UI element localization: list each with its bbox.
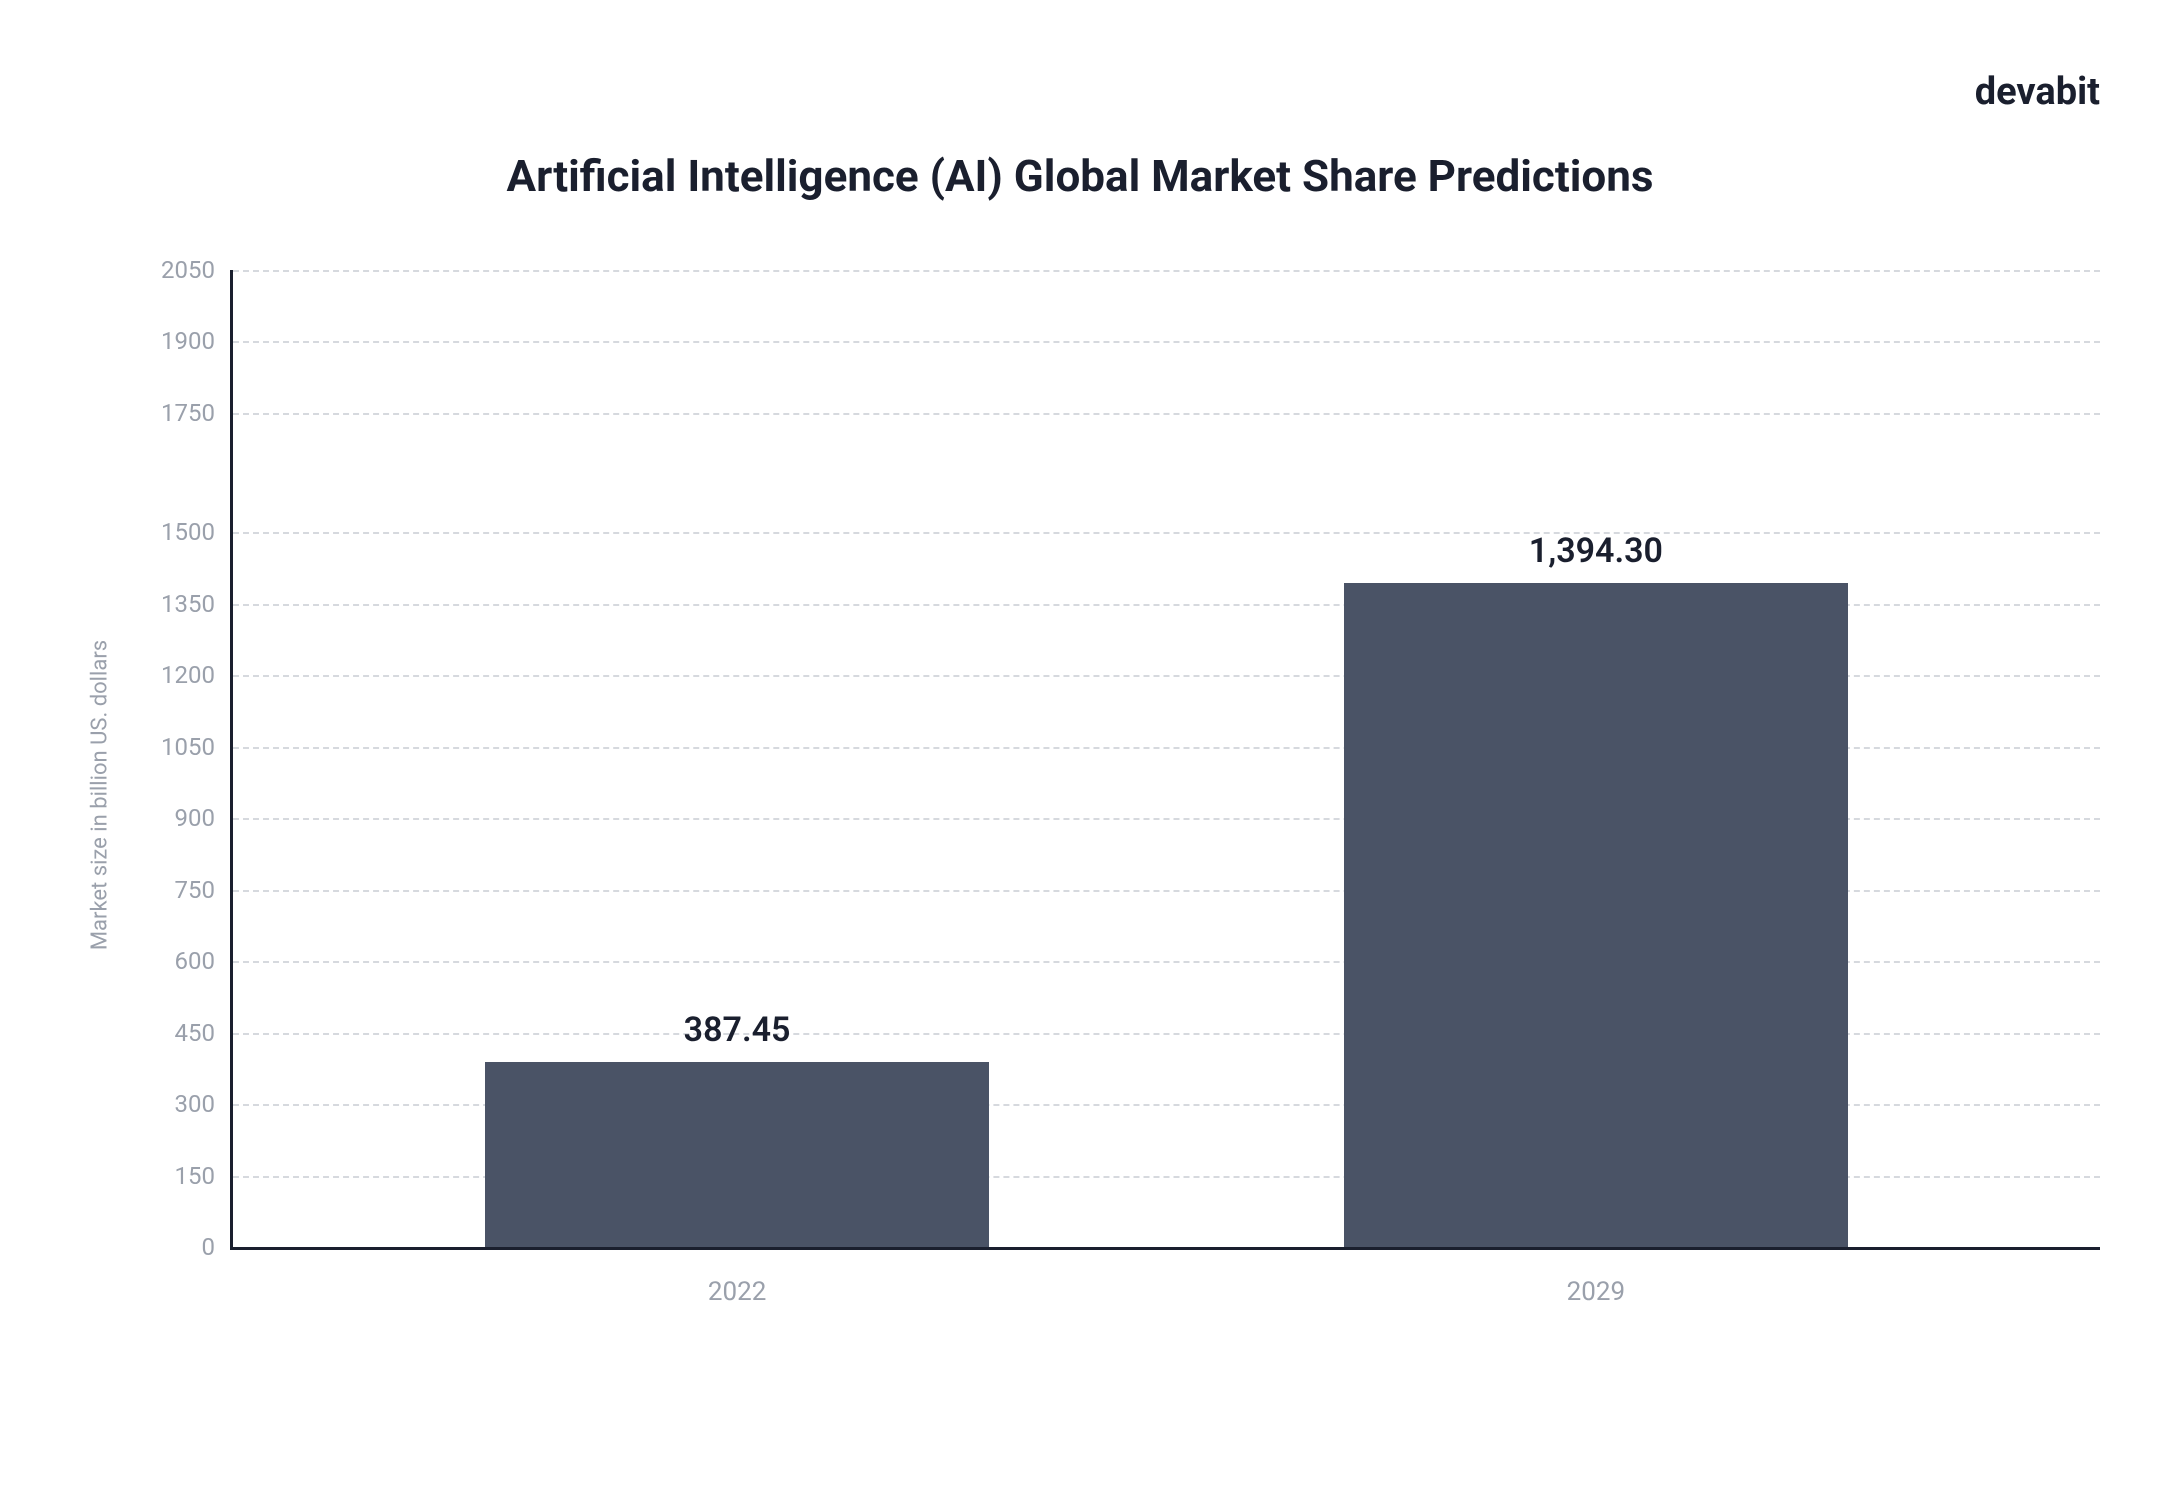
- y-tick-label: 150: [175, 1162, 233, 1190]
- chart-container: Market size in billion US. dollars 01503…: [140, 270, 2100, 1320]
- y-tick-label: 450: [175, 1019, 233, 1047]
- bar: 1,394.30: [1344, 583, 1848, 1248]
- brand-label: devabit: [1975, 70, 2100, 114]
- grid-line: [233, 532, 2100, 534]
- y-tick-label: 1050: [161, 733, 233, 761]
- bar-value-label: 1,394.30: [1529, 531, 1663, 583]
- y-tick-label: 2050: [161, 256, 233, 284]
- y-tick-label: 1500: [161, 518, 233, 546]
- grid-line: [233, 270, 2100, 272]
- y-tick-label: 1750: [161, 399, 233, 427]
- y-tick-label: 1900: [161, 327, 233, 355]
- chart-title: Artificial Intelligence (AI) Global Mark…: [0, 150, 2160, 202]
- grid-line: [233, 341, 2100, 343]
- bar-value-label: 387.45: [684, 1010, 791, 1062]
- y-tick-label: 1200: [161, 661, 233, 689]
- y-tick-label: 600: [175, 947, 233, 975]
- y-axis-label: Market size in billion US. dollars: [88, 640, 113, 950]
- y-tick-label: 0: [202, 1233, 234, 1261]
- plot-area: 0150300450600750900105012001350150017501…: [230, 270, 2100, 1250]
- y-tick-label: 300: [175, 1090, 233, 1118]
- y-tick-label: 1350: [161, 590, 233, 618]
- y-tick-label: 750: [175, 876, 233, 904]
- grid-line: [233, 413, 2100, 415]
- x-tick-label: 2022: [708, 1247, 766, 1307]
- y-tick-label: 900: [175, 804, 233, 832]
- x-tick-label: 2029: [1567, 1247, 1625, 1307]
- bar: 387.45: [485, 1062, 989, 1247]
